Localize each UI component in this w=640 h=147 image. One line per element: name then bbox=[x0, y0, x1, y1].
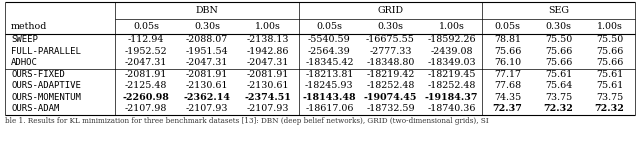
Text: -2107.93: -2107.93 bbox=[186, 104, 228, 113]
Text: -18349.03: -18349.03 bbox=[428, 58, 476, 67]
Text: OURS-MOMENTUM: OURS-MOMENTUM bbox=[11, 93, 81, 102]
Text: -18617.06: -18617.06 bbox=[305, 104, 353, 113]
Text: 73.75: 73.75 bbox=[545, 93, 572, 102]
Text: 75.66: 75.66 bbox=[545, 58, 572, 67]
Text: 1.00s: 1.00s bbox=[438, 22, 465, 31]
Text: 74.35: 74.35 bbox=[494, 93, 521, 102]
Text: 75.61: 75.61 bbox=[545, 70, 572, 79]
Text: 72.32: 72.32 bbox=[595, 104, 625, 113]
Text: -18732.59: -18732.59 bbox=[366, 104, 415, 113]
Text: 72.37: 72.37 bbox=[493, 104, 523, 113]
Text: -2777.33: -2777.33 bbox=[369, 47, 412, 56]
Text: -2088.07: -2088.07 bbox=[186, 35, 228, 44]
Text: -2081.91: -2081.91 bbox=[247, 70, 289, 79]
Text: 0.30s: 0.30s bbox=[545, 22, 572, 31]
Text: SWEEP: SWEEP bbox=[11, 35, 38, 44]
Text: FULL-PARALLEL: FULL-PARALLEL bbox=[11, 47, 81, 56]
Text: 1.00s: 1.00s bbox=[255, 22, 281, 31]
Text: -2107.93: -2107.93 bbox=[247, 104, 289, 113]
Text: SEG: SEG bbox=[548, 6, 569, 15]
Text: -19184.37: -19184.37 bbox=[425, 93, 478, 102]
Text: 0.30s: 0.30s bbox=[378, 22, 403, 31]
Text: -18592.26: -18592.26 bbox=[428, 35, 476, 44]
Text: 78.81: 78.81 bbox=[494, 35, 521, 44]
Text: ble 1. Results for KL minimization for three benchmark datasets [13]: DBN (deep : ble 1. Results for KL minimization for t… bbox=[5, 117, 489, 125]
Text: -18252.48: -18252.48 bbox=[366, 81, 415, 90]
Text: -2047.31: -2047.31 bbox=[186, 58, 228, 67]
Text: -1942.86: -1942.86 bbox=[247, 47, 289, 56]
Text: 77.68: 77.68 bbox=[494, 81, 521, 90]
Text: -112.94: -112.94 bbox=[128, 35, 164, 44]
Text: GRID: GRID bbox=[378, 6, 403, 15]
Text: 76.10: 76.10 bbox=[494, 58, 521, 67]
Text: 75.66: 75.66 bbox=[494, 47, 522, 56]
Text: -2439.08: -2439.08 bbox=[430, 47, 473, 56]
Text: 72.32: 72.32 bbox=[543, 104, 573, 113]
Text: 75.66: 75.66 bbox=[596, 58, 623, 67]
Text: -18345.42: -18345.42 bbox=[305, 58, 353, 67]
Text: -18213.81: -18213.81 bbox=[305, 70, 353, 79]
Text: -1951.54: -1951.54 bbox=[186, 47, 228, 56]
Text: -2138.13: -2138.13 bbox=[247, 35, 289, 44]
Text: 1.00s: 1.00s bbox=[596, 22, 623, 31]
Text: 77.17: 77.17 bbox=[494, 70, 521, 79]
Text: 75.61: 75.61 bbox=[596, 70, 623, 79]
Text: 0.30s: 0.30s bbox=[194, 22, 220, 31]
Text: 73.75: 73.75 bbox=[596, 93, 623, 102]
Text: -2081.91: -2081.91 bbox=[186, 70, 228, 79]
Text: -19074.45: -19074.45 bbox=[364, 93, 417, 102]
Text: 75.61: 75.61 bbox=[596, 81, 623, 90]
Text: -18740.36: -18740.36 bbox=[428, 104, 476, 113]
Text: 75.50: 75.50 bbox=[596, 35, 623, 44]
Text: method: method bbox=[11, 22, 47, 31]
Text: -18219.42: -18219.42 bbox=[366, 70, 415, 79]
Text: -18245.93: -18245.93 bbox=[305, 81, 354, 90]
Text: -2564.39: -2564.39 bbox=[308, 47, 351, 56]
Text: 75.64: 75.64 bbox=[545, 81, 572, 90]
Text: 0.05s: 0.05s bbox=[495, 22, 521, 31]
Text: -18143.48: -18143.48 bbox=[303, 93, 356, 102]
Text: 0.05s: 0.05s bbox=[133, 22, 159, 31]
Text: -18252.48: -18252.48 bbox=[428, 81, 476, 90]
Text: -2125.48: -2125.48 bbox=[125, 81, 167, 90]
Text: -18348.80: -18348.80 bbox=[366, 58, 415, 67]
Text: -2374.51: -2374.51 bbox=[244, 93, 292, 102]
Text: 75.66: 75.66 bbox=[596, 47, 623, 56]
Text: -1952.52: -1952.52 bbox=[125, 47, 167, 56]
Text: DBN: DBN bbox=[196, 6, 218, 15]
Text: ADHOC: ADHOC bbox=[11, 58, 38, 67]
Text: -2130.61: -2130.61 bbox=[247, 81, 289, 90]
Text: OURS-ADAM: OURS-ADAM bbox=[11, 104, 60, 113]
Text: 0.05s: 0.05s bbox=[316, 22, 342, 31]
Text: OURS-ADAPTIVE: OURS-ADAPTIVE bbox=[11, 81, 81, 90]
Text: OURS-FIXED: OURS-FIXED bbox=[11, 70, 65, 79]
Text: -2362.14: -2362.14 bbox=[184, 93, 230, 102]
Text: -2081.91: -2081.91 bbox=[125, 70, 167, 79]
Text: -2130.61: -2130.61 bbox=[186, 81, 228, 90]
Text: -5540.59: -5540.59 bbox=[308, 35, 351, 44]
Text: -2047.31: -2047.31 bbox=[247, 58, 289, 67]
Text: 75.66: 75.66 bbox=[545, 47, 572, 56]
Text: -16675.55: -16675.55 bbox=[366, 35, 415, 44]
Text: -18219.45: -18219.45 bbox=[428, 70, 476, 79]
Text: -2260.98: -2260.98 bbox=[122, 93, 170, 102]
Text: -2107.98: -2107.98 bbox=[125, 104, 167, 113]
Text: 75.50: 75.50 bbox=[545, 35, 572, 44]
Text: -2047.31: -2047.31 bbox=[125, 58, 167, 67]
